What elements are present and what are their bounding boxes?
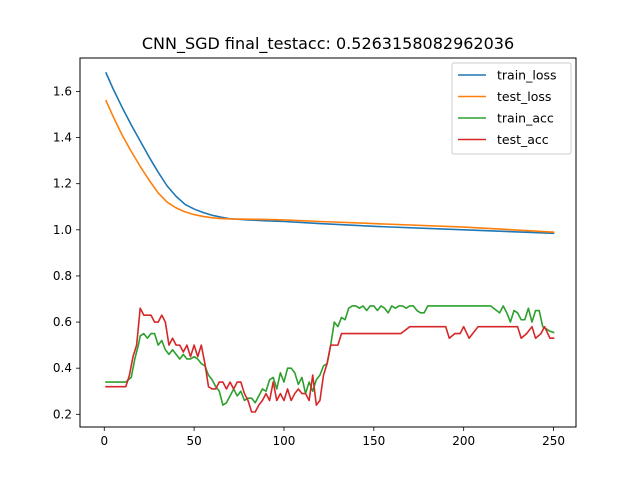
y-tick-label: 1.4 — [53, 131, 72, 145]
x-tick-label: 0 — [100, 434, 108, 448]
y-tick-label: 1.2 — [53, 177, 72, 191]
series-line-test-acc — [105, 307, 555, 413]
ticks-layer: 0 50 100 150 200 250 0.2 0.4 0.6 0.8 1.0 1.2 1.4 1.6 — [53, 84, 565, 448]
y-tick-label: 0.2 — [53, 407, 72, 421]
chart-title: CNN_SGD final_testacc: 0.526315808296203… — [142, 34, 514, 54]
legend-items: train_loss test_loss train_acc test_acc — [458, 68, 557, 147]
x-tick-label: 100 — [273, 434, 296, 448]
plot-frame — [79, 57, 577, 428]
legend: train_loss test_loss train_acc test_acc — [451, 62, 572, 155]
legend-label: train_loss — [497, 68, 557, 83]
legend-label: train_acc — [497, 111, 554, 126]
y-tick-label: 1.0 — [53, 223, 72, 237]
series-line-test-loss — [105, 99, 555, 233]
y-tick-label: 0.4 — [53, 361, 72, 375]
x-tick-label: 250 — [542, 434, 565, 448]
x-tick-label: 50 — [186, 434, 201, 448]
legend-label: test_acc — [497, 132, 549, 147]
legend-label: test_loss — [497, 89, 551, 104]
series-layer — [105, 71, 555, 413]
legend-box — [451, 62, 572, 155]
x-tick-label: 150 — [362, 434, 385, 448]
x-tick-label: 200 — [452, 434, 475, 448]
y-tick-label: 0.6 — [53, 315, 72, 329]
y-tick-label: 1.6 — [53, 84, 72, 98]
y-tick-label: 0.8 — [53, 269, 72, 283]
series-line-train-loss — [105, 71, 555, 235]
